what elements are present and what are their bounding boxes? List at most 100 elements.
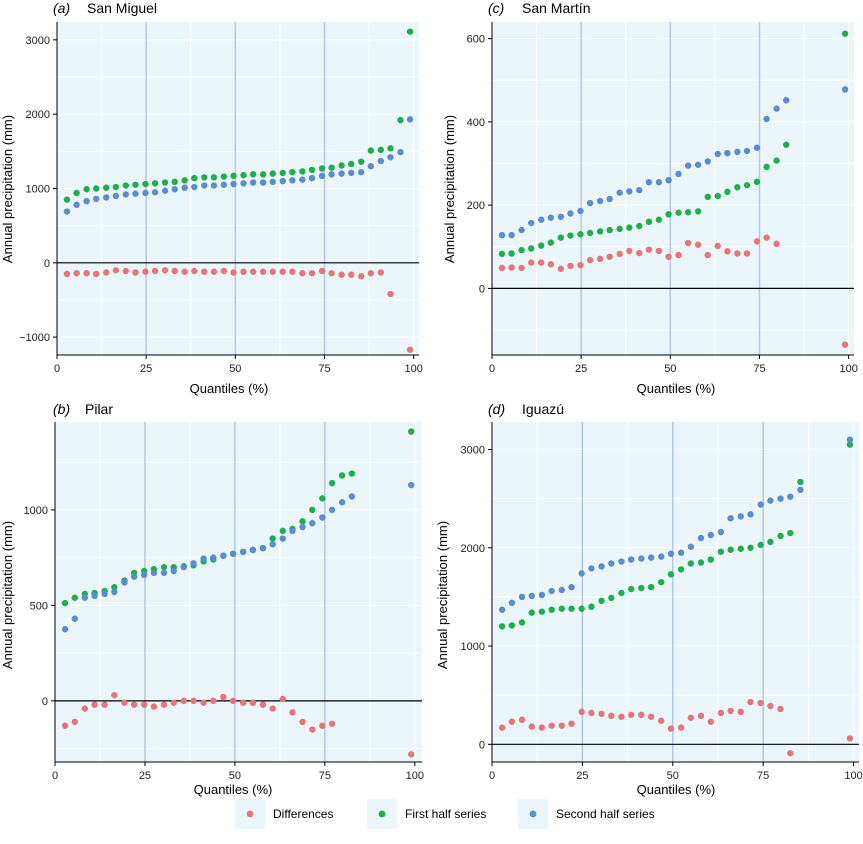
point-second_half (150, 569, 158, 577)
point-second_half (210, 182, 218, 189)
point-first_half (558, 605, 565, 612)
point-first_half (747, 544, 754, 551)
point-second_half (132, 190, 139, 197)
plot-area-b (54, 422, 422, 763)
point-second_half (249, 179, 257, 186)
point-first_half (767, 538, 774, 546)
point-first_half (606, 226, 613, 234)
y-ticks-b: 0 500 1000 (24, 505, 55, 708)
point-second_half (557, 213, 565, 221)
point-second_half (279, 535, 286, 542)
plot-area-d (491, 422, 859, 763)
point-differences (626, 247, 633, 255)
x-ticks-d: 0 25 50 75 100 (489, 762, 863, 782)
point-differences (190, 697, 197, 705)
point-second_half (318, 172, 326, 180)
point-second_half (111, 588, 118, 596)
point-second_half (628, 556, 635, 563)
point-first_half (279, 169, 286, 177)
point-first_half (665, 211, 672, 218)
panel-title-b: Pilar (85, 401, 113, 417)
x-axis-label-b: Quantiles (%) (194, 782, 273, 797)
point-first_half (61, 599, 69, 607)
point-second_half (777, 495, 784, 502)
point-first_half (249, 171, 257, 178)
point-second_half (538, 591, 546, 599)
point-second_half (841, 86, 849, 93)
point-first_half (151, 180, 159, 187)
point-first_half (697, 559, 705, 566)
x-tick-label: 0 (52, 770, 58, 782)
legend-item-first-half: First half series (367, 799, 486, 829)
points-b (61, 428, 415, 758)
point-first_half (406, 28, 414, 35)
point-second_half (704, 158, 711, 165)
point-differences (628, 711, 635, 719)
point-second_half (328, 171, 335, 178)
point-differences (737, 708, 744, 716)
point-second_half (638, 555, 645, 562)
panel-b: 0 500 1000 0 25 50 75 100 (b) Pilar Quantiles … (0, 401, 424, 797)
point-differences (289, 709, 296, 716)
x-tick-label: 100 (406, 770, 424, 782)
point-differences (171, 267, 178, 275)
point-differences (684, 239, 692, 247)
point-differences (538, 724, 546, 731)
point-differences (73, 270, 80, 277)
point-differences (548, 722, 555, 729)
point-first_half (132, 181, 139, 188)
point-second_half (170, 567, 177, 575)
point-second_half (408, 481, 415, 489)
point-first_half (498, 250, 506, 258)
point-differences (170, 699, 177, 706)
point-first_half (358, 158, 365, 165)
point-differences (518, 716, 526, 723)
point-differences (618, 713, 625, 720)
points-a (63, 28, 414, 353)
point-second_half (269, 178, 276, 186)
point-second_half (547, 214, 555, 221)
point-second_half (694, 161, 702, 168)
point-second_half (528, 592, 535, 600)
point-second_half (747, 511, 754, 518)
point-second_half (675, 170, 682, 178)
x-tick-label: 75 (753, 363, 765, 375)
y-tick-label: 0 (44, 258, 50, 270)
point-first_half (655, 216, 663, 223)
point-second_half (508, 231, 515, 239)
point-second_half (121, 579, 128, 586)
x-tick-label: 25 (140, 363, 152, 375)
point-first_half (269, 170, 276, 177)
point-first_half (783, 141, 790, 148)
y-ticks-c: 0 200 400 600 (467, 34, 492, 295)
point-second_half (618, 558, 625, 565)
point-first_half (628, 585, 635, 593)
point-second_half (142, 189, 149, 197)
point-first_half (122, 182, 130, 189)
point-second_half (598, 563, 605, 570)
legend-label-differences: Differences (273, 807, 333, 821)
point-differences (616, 250, 623, 258)
panel-title-a: San Miguel (87, 0, 157, 16)
point-second_half (667, 550, 675, 557)
x-axis-label-c: Quantiles (%) (637, 381, 716, 396)
point-differences (586, 256, 594, 264)
point-first_half (638, 584, 645, 592)
point-second_half (210, 554, 217, 561)
point-differences (655, 247, 663, 255)
point-differences (675, 251, 682, 259)
point-first_half (704, 193, 711, 201)
point-second_half (626, 188, 633, 195)
plot-background (55, 422, 422, 762)
point-differences (567, 262, 574, 270)
point-second_half (299, 523, 306, 531)
point-second_half (93, 195, 100, 203)
point-differences (122, 267, 130, 275)
panel-d: 0 1000 2000 3000 0 25 50 75 100 (d) Iguazú Quan… (435, 401, 863, 797)
point-first_half (647, 583, 655, 591)
point-differences (498, 264, 506, 272)
point-differences (773, 240, 780, 248)
point-differences (697, 712, 705, 720)
point-second_half (289, 527, 296, 535)
